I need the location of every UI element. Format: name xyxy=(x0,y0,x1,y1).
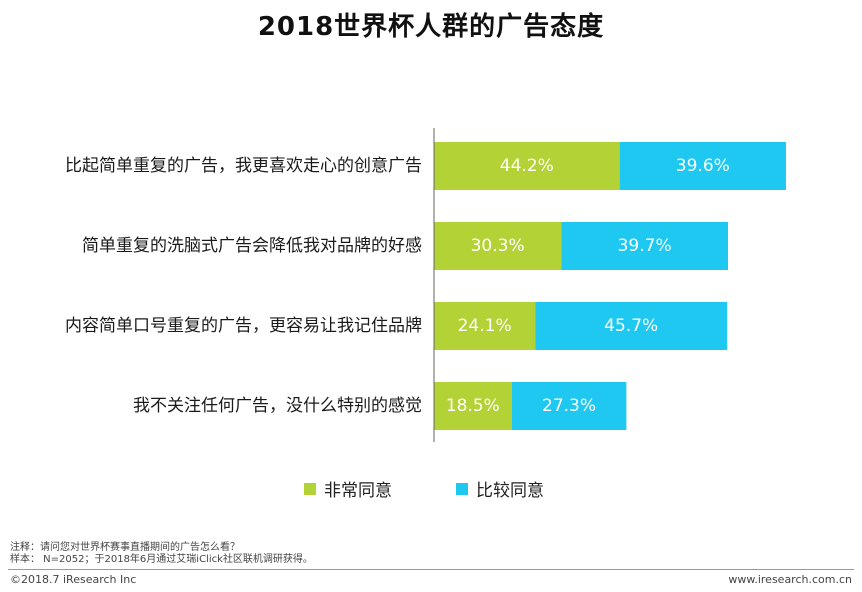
bar-value-label: 45.7% xyxy=(604,316,658,336)
bar-value-label: 44.2% xyxy=(500,156,554,176)
bar-value-label: 24.1% xyxy=(458,316,512,336)
bar-value-label: 30.3% xyxy=(471,236,525,256)
bar-segment-series-2 xyxy=(535,302,728,350)
category-label: 我不关注任何广告，没什么特别的感觉 xyxy=(133,396,422,416)
legend-swatch-series-1 xyxy=(304,482,316,495)
category-label: 内容简单口号重复的广告，更容易让我记住品牌 xyxy=(65,316,422,336)
bar-value-label: 39.6% xyxy=(676,156,730,176)
note-question: 注释：请问您对世界杯赛事直播期间的广告怎么看？ xyxy=(10,542,240,553)
bar-value-label: 39.7% xyxy=(618,236,672,256)
legend-item-series-1: 非常同意 xyxy=(304,476,392,501)
legend-item-series-2: 比较同意 xyxy=(456,476,544,501)
bar-value-label: 18.5% xyxy=(446,396,500,416)
category-label: 比起简单重复的广告，我更喜欢走心的创意广告 xyxy=(65,156,422,176)
bar-segment-series-1 xyxy=(434,302,536,350)
bar-segment-series-1 xyxy=(434,142,620,190)
category-label: 简单重复的洗脑式广告会降低我对品牌的好感 xyxy=(82,236,422,256)
legend-swatch-series-2 xyxy=(456,482,468,495)
note-sample: 样本： N=2052；于2018年6月通过艾瑞iClick社区联机调研获得。 xyxy=(10,554,313,565)
bar-segment-series-1 xyxy=(434,222,562,270)
notes: 注释：请问您对世界杯赛事直播期间的广告怎么看？ 样本： N=2052；于2018… xyxy=(10,542,313,566)
bar-segment-series-1 xyxy=(434,382,512,430)
bar-segment-series-2 xyxy=(619,142,786,190)
footer-divider xyxy=(8,569,854,570)
footer-website: www.iresearch.com.cn xyxy=(728,573,852,586)
legend: 非常同意 比较同意 xyxy=(0,476,862,501)
category-labels: 比起简单重复的广告，我更喜欢走心的创意广告简单重复的洗脑式广告会降低我对品牌的好… xyxy=(65,156,422,416)
bar-group xyxy=(434,142,786,430)
bar-value-label: 27.3% xyxy=(542,396,596,416)
stacked-bar-chart: 比起简单重复的广告，我更喜欢走心的创意广告简单重复的洗脑式广告会降低我对品牌的好… xyxy=(65,128,786,442)
bar-segment-series-2 xyxy=(561,222,728,270)
bar-segment-series-2 xyxy=(511,382,627,430)
legend-label-series-2: 比较同意 xyxy=(476,481,544,501)
footer-copyright: ©2018.7 iResearch Inc xyxy=(10,573,137,586)
chart-title: 2018世界杯人群的广告态度 xyxy=(257,12,605,42)
bar-value-labels: 44.2% 39.6% 30.3% 39.7% 24.1% 45.7% 18.5% 27.3% xyxy=(446,156,730,416)
legend-label-series-1: 非常同意 xyxy=(324,481,392,501)
